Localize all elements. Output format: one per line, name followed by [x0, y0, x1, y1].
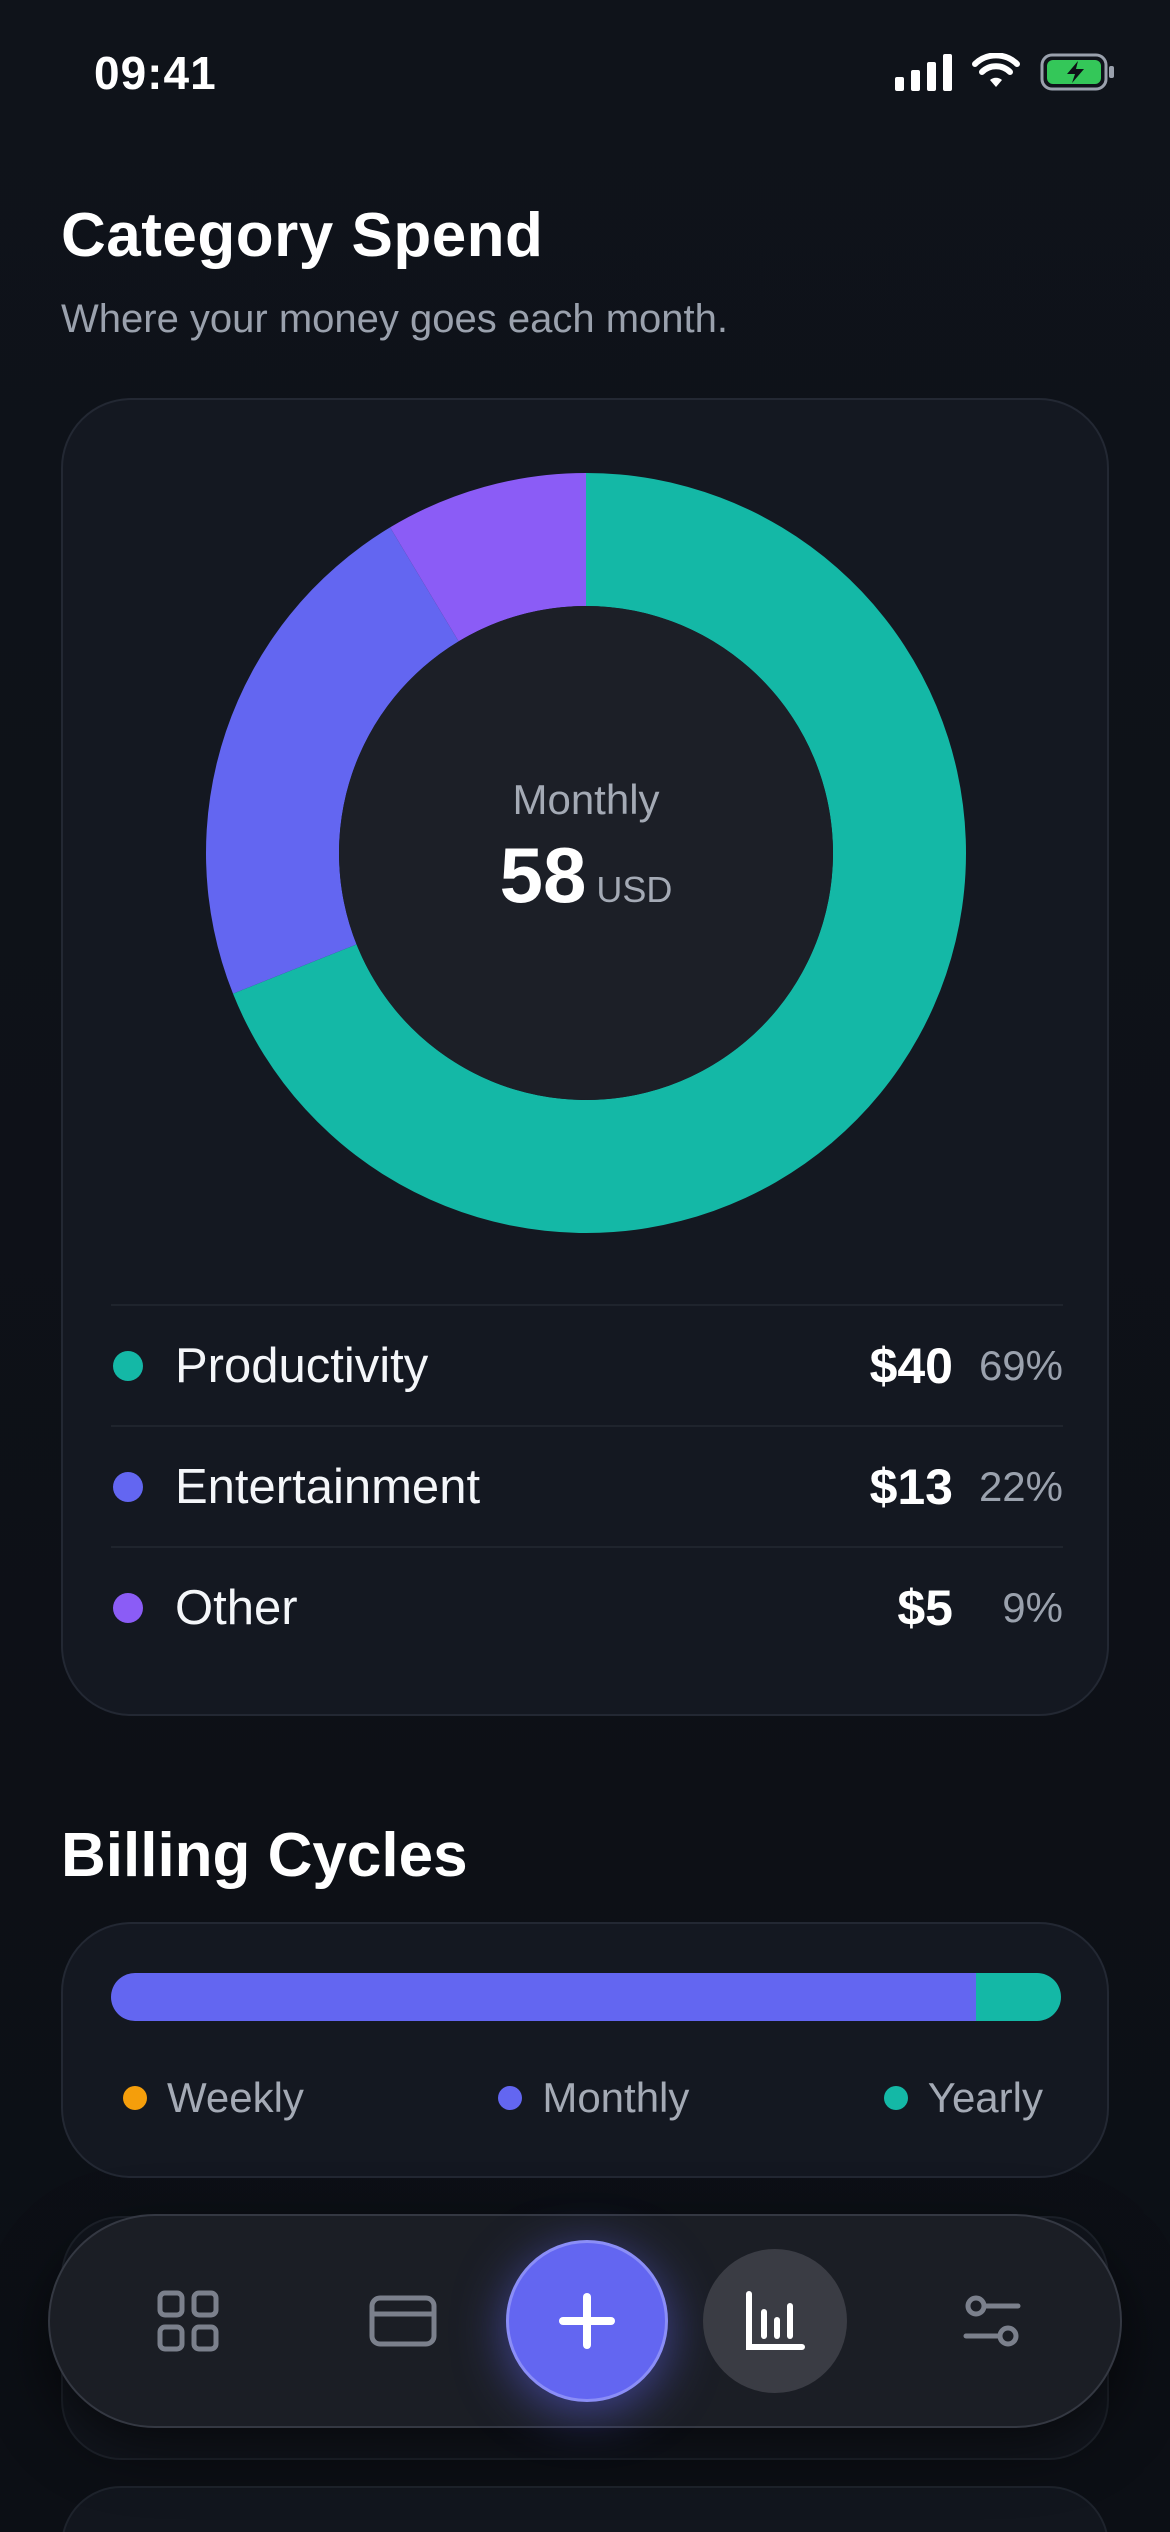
- donut-center-unit: USD: [596, 868, 673, 910]
- category-amount: $40: [869, 1337, 953, 1394]
- donut-center: Monthly 58 USD: [206, 473, 966, 1233]
- cycle-color-dot: [123, 2086, 147, 2110]
- cycle-color-dot: [883, 2086, 908, 2110]
- donut-hole: [339, 606, 833, 1100]
- nav-settings-button[interactable]: [952, 2281, 1032, 2361]
- category-amount: $5: [897, 1579, 953, 1636]
- sliders-icon: [963, 2295, 1021, 2347]
- billing-cycle-bar: [111, 1973, 1061, 2021]
- billing-cycles-card: Weekly Monthly Yearly: [61, 1922, 1109, 2178]
- cycle-segment-yearly: [975, 1973, 1061, 2021]
- page-subtitle: Where your money goes each month.: [61, 297, 729, 341]
- plus-icon: [559, 2293, 615, 2349]
- credit-card-icon: [369, 2295, 437, 2347]
- status-bar: 09:41: [0, 0, 1170, 150]
- category-percent: 22%: [978, 1462, 1063, 1510]
- cycle-legend-monthly: Monthly: [498, 2074, 689, 2122]
- cycle-color-dot: [498, 2086, 523, 2110]
- bottom-nav: [48, 2214, 1122, 2428]
- donut-slice-productivity[interactable]: [232, 473, 966, 1233]
- category-name: Productivity: [175, 1338, 429, 1393]
- category-color-dot: [113, 1350, 143, 1381]
- cycle-legend-weekly: Weekly: [123, 2074, 304, 2122]
- status-time: 09:41: [94, 47, 217, 99]
- category-color-dot: [113, 1471, 143, 1502]
- status-icons: [895, 52, 1116, 92]
- battery-charging-icon: [1040, 53, 1114, 91]
- cycle-label: Yearly: [927, 2074, 1043, 2121]
- category-row-productivity[interactable]: Productivity $40 69%: [111, 1304, 1063, 1425]
- cycle-label: Weekly: [167, 2074, 304, 2121]
- category-legend: Productivity $40 69% Entertainment $13 2…: [111, 1304, 1063, 1667]
- nav-stats-button[interactable]: [703, 2249, 847, 2393]
- signal-icon: [895, 53, 952, 91]
- category-name: Entertainment: [175, 1459, 481, 1514]
- category-row-entertainment[interactable]: Entertainment $13 22%: [111, 1425, 1063, 1546]
- bar-chart-icon: [746, 2291, 805, 2350]
- category-row-other[interactable]: Other $5 9%: [111, 1546, 1063, 1667]
- dashboard-icon: [157, 2290, 219, 2352]
- nav-subscriptions-button[interactable]: [363, 2281, 443, 2361]
- next-card-partial: [61, 2486, 1109, 2532]
- donut-center-total: 58 USD: [500, 830, 673, 921]
- cycle-legend-yearly: Yearly: [883, 2074, 1043, 2122]
- billing-cycles-title: Billing Cycles: [61, 1821, 468, 1890]
- nav-dashboard-button[interactable]: [148, 2281, 228, 2361]
- category-spend-card: Monthly 58 USD Productivity $40 69% Ente…: [61, 398, 1109, 1716]
- add-subscription-button[interactable]: [506, 2240, 668, 2402]
- donut-center-value: 58: [499, 830, 587, 919]
- donut-slice-entertainment[interactable]: [206, 527, 459, 994]
- category-percent: 69%: [978, 1341, 1063, 1389]
- category-percent: 9%: [1002, 1583, 1063, 1631]
- cycle-label: Monthly: [542, 2074, 690, 2121]
- wifi-icon: [972, 53, 1020, 87]
- donut-chart: [206, 473, 966, 1233]
- donut-center-label: Monthly: [512, 775, 660, 823]
- page-title: Category Spend: [61, 201, 544, 270]
- billing-cycle-legend: Weekly Monthly Yearly: [123, 2074, 1043, 2122]
- category-name: Other: [175, 1580, 298, 1635]
- donut-slice-other[interactable]: [390, 473, 586, 642]
- category-amount: $13: [869, 1458, 953, 1515]
- category-color-dot: [113, 1592, 143, 1623]
- cycle-segment-monthly: [111, 1973, 976, 2021]
